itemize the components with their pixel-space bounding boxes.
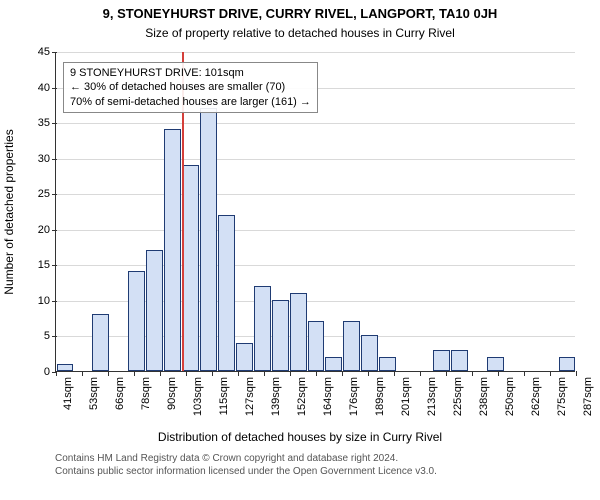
footer-line1: Contains HM Land Registry data © Crown c…	[55, 452, 437, 465]
x-tick-label: 213sqm	[424, 371, 438, 416]
x-tick-label: 90sqm	[164, 371, 178, 410]
x-tick-mark	[342, 371, 343, 376]
x-tick-mark	[368, 371, 369, 376]
histogram-bar	[361, 335, 378, 371]
gridline	[56, 52, 575, 53]
x-tick-mark	[420, 371, 421, 376]
x-tick-mark	[238, 371, 239, 376]
chart-title-subtitle: Size of property relative to detached ho…	[0, 26, 600, 40]
x-tick-mark	[290, 371, 291, 376]
y-tick-label: 5	[44, 330, 56, 342]
gridline	[56, 123, 575, 124]
gridline	[56, 194, 575, 195]
annotation-line2: ← 30% of detached houses are smaller (70…	[70, 80, 311, 94]
histogram-bar	[92, 314, 109, 371]
histogram-bar	[254, 286, 271, 371]
x-tick-label: 275sqm	[554, 371, 568, 416]
x-tick-label: 189sqm	[372, 371, 386, 416]
gridline	[56, 159, 575, 160]
histogram-bar	[218, 215, 235, 371]
x-tick-mark	[550, 371, 551, 376]
x-tick-label: 139sqm	[268, 371, 282, 416]
x-tick-mark	[472, 371, 473, 376]
y-tick-label: 15	[38, 259, 56, 271]
histogram-bar	[308, 321, 325, 371]
histogram-bar	[164, 129, 181, 371]
x-axis-label: Distribution of detached houses by size …	[0, 430, 600, 444]
x-tick-label: 250sqm	[502, 371, 516, 416]
x-tick-label: 66sqm	[112, 371, 126, 410]
x-tick-mark	[186, 371, 187, 376]
x-tick-label: 115sqm	[216, 371, 230, 415]
x-tick-mark	[160, 371, 161, 376]
histogram-bar	[559, 357, 576, 371]
y-tick-label: 25	[38, 188, 56, 200]
y-axis-label: Number of detached properties	[2, 129, 16, 294]
reference-annotation-box: 9 STONEYHURST DRIVE: 101sqm ← 30% of det…	[63, 62, 318, 113]
x-tick-mark	[264, 371, 265, 376]
x-tick-label: 164sqm	[320, 371, 334, 416]
x-tick-mark	[524, 371, 525, 376]
x-tick-label: 103sqm	[190, 371, 204, 416]
x-tick-label: 225sqm	[450, 371, 464, 416]
histogram-bar	[343, 321, 360, 371]
y-tick-label: 0	[44, 366, 56, 378]
histogram-bar	[433, 350, 450, 371]
x-tick-label: 238sqm	[476, 371, 490, 416]
x-tick-label: 127sqm	[242, 371, 256, 416]
x-tick-label: 262sqm	[528, 371, 542, 416]
x-tick-mark	[212, 371, 213, 376]
histogram-bar	[200, 108, 217, 371]
gridline	[56, 230, 575, 231]
x-tick-label: 152sqm	[294, 371, 308, 416]
annotation-line3: 70% of semi-detached houses are larger (…	[70, 95, 311, 109]
y-tick-label: 30	[38, 153, 56, 165]
x-tick-label: 53sqm	[86, 371, 100, 410]
y-tick-label: 45	[38, 46, 56, 58]
annotation-line1: 9 STONEYHURST DRIVE: 101sqm	[70, 66, 311, 80]
y-tick-label: 20	[38, 224, 56, 236]
histogram-bar	[57, 364, 74, 371]
y-tick-label: 40	[38, 82, 56, 94]
x-tick-label: 287sqm	[580, 371, 594, 416]
x-tick-mark	[446, 371, 447, 376]
chart-title-address: 9, STONEYHURST DRIVE, CURRY RIVEL, LANGP…	[0, 6, 600, 21]
histogram-bar	[325, 357, 342, 371]
footer-line2: Contains public sector information licen…	[55, 465, 437, 478]
histogram-bar	[290, 293, 307, 371]
x-tick-mark	[394, 371, 395, 376]
histogram-bar	[128, 271, 145, 371]
x-tick-mark	[134, 371, 135, 376]
gridline	[56, 265, 575, 266]
histogram-bar	[272, 300, 289, 371]
histogram-bar	[182, 165, 199, 371]
x-tick-mark	[108, 371, 109, 376]
x-tick-label: 41sqm	[60, 371, 74, 410]
histogram-bar	[487, 357, 504, 371]
y-tick-label: 10	[38, 295, 56, 307]
x-tick-mark	[316, 371, 317, 376]
histogram-bar	[379, 357, 396, 371]
histogram-bar	[146, 250, 163, 371]
y-tick-label: 35	[38, 117, 56, 129]
histogram-bar	[236, 343, 253, 371]
x-tick-mark	[498, 371, 499, 376]
x-tick-mark	[56, 371, 57, 376]
x-tick-label: 78sqm	[138, 371, 152, 410]
x-tick-mark	[576, 371, 577, 376]
x-tick-mark	[82, 371, 83, 376]
footer-attribution: Contains HM Land Registry data © Crown c…	[55, 452, 437, 478]
x-tick-label: 201sqm	[398, 371, 412, 416]
x-tick-label: 176sqm	[346, 371, 360, 416]
histogram-bar	[451, 350, 468, 371]
